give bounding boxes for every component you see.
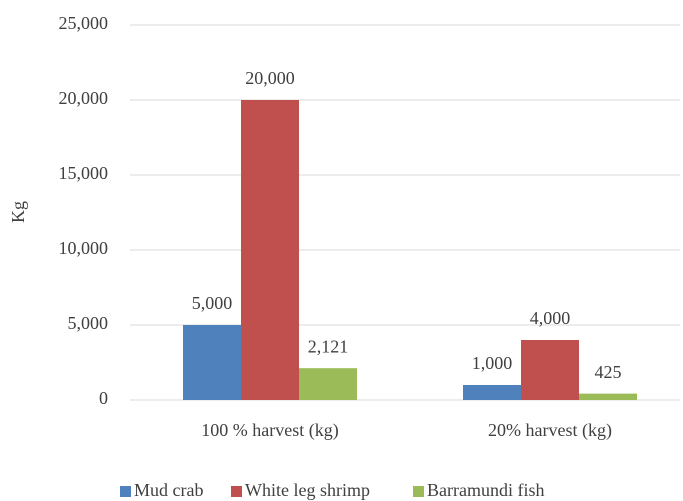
data-label: 5,000 [192,293,233,313]
bar [241,100,299,400]
bar [183,325,241,400]
y-tick-label: 10,000 [59,238,109,258]
legend-swatch [120,486,131,497]
legend-swatch [413,486,424,497]
bar [299,368,357,400]
legend-swatch [231,486,242,497]
x-tick-label: 100 % harvest (kg) [201,420,338,441]
x-tick-label: 20% harvest (kg) [488,420,612,441]
bar [579,393,637,400]
y-axis-label: Kg [8,201,28,223]
data-label: 20,000 [245,68,295,88]
data-label: 1,000 [472,353,513,373]
legend-label: Mud crab [134,480,203,500]
data-label: 2,121 [308,336,349,356]
legend-label: White leg shrimp [245,480,370,500]
data-label: 4,000 [530,308,571,328]
data-label: 425 [595,362,622,382]
bar [521,340,579,400]
y-tick-label: 5,000 [68,313,109,333]
y-tick-label: 15,000 [59,163,109,183]
bar [463,385,521,400]
y-tick-label: 20,000 [59,88,109,108]
legend-label: Barramundi fish [427,480,544,500]
y-tick-label: 25,000 [59,13,109,33]
y-tick-label: 0 [99,388,108,408]
